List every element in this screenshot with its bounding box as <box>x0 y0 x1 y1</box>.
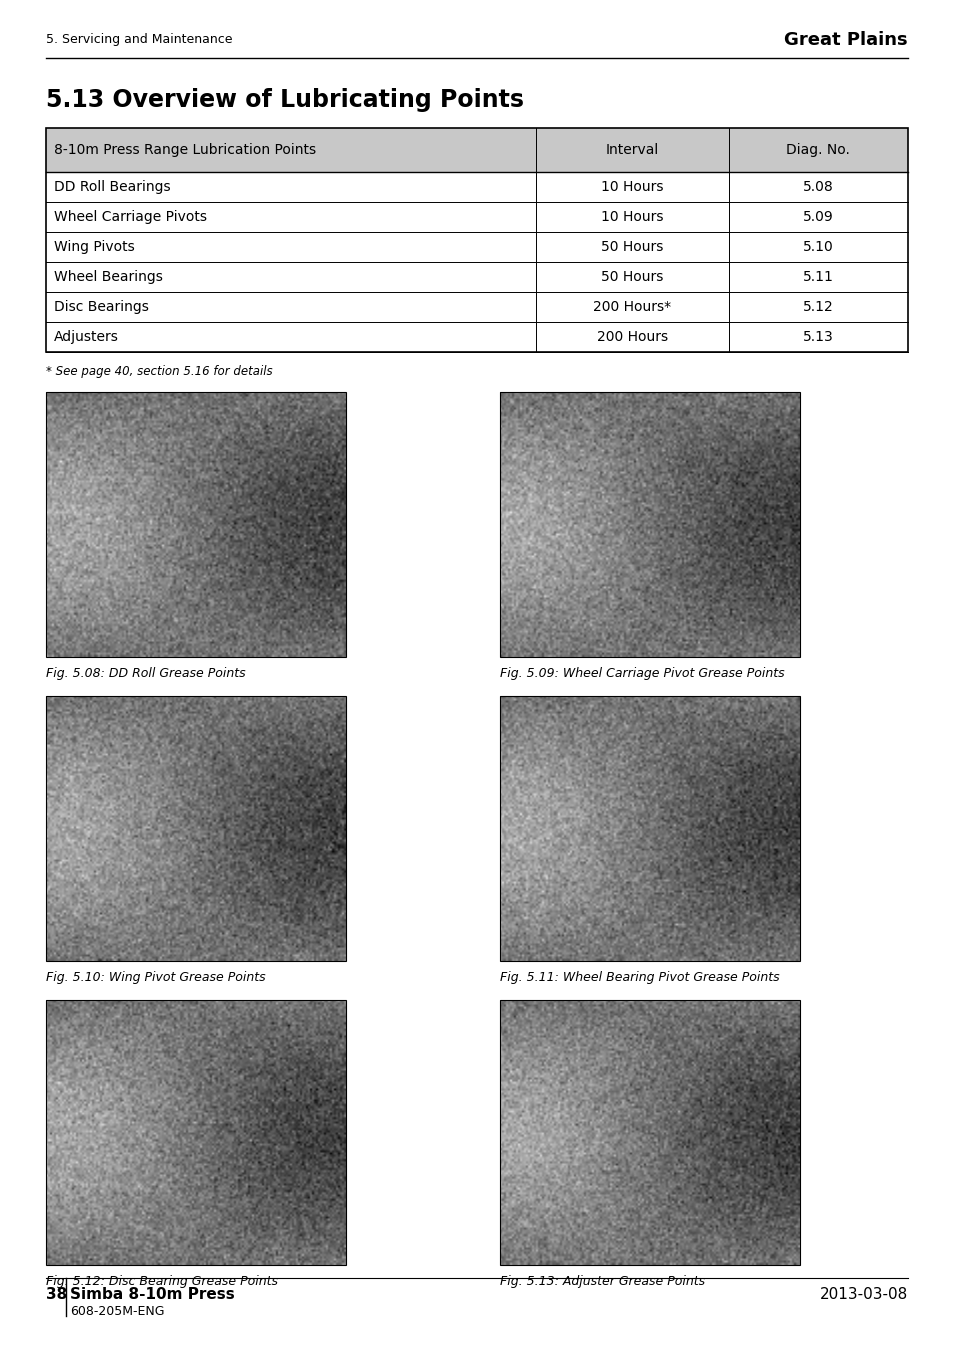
Text: Fig. 5.10: Wing Pivot Grease Points: Fig. 5.10: Wing Pivot Grease Points <box>46 971 265 984</box>
Text: 5.08: 5.08 <box>802 180 833 194</box>
Text: Wing Pivots: Wing Pivots <box>54 240 134 254</box>
Text: Great Plains: Great Plains <box>783 31 907 49</box>
Text: 5.10: 5.10 <box>802 240 833 254</box>
Text: 50 Hours: 50 Hours <box>600 270 662 284</box>
Bar <box>46 1000 346 1265</box>
Bar <box>46 128 907 352</box>
Text: 5. Servicing and Maintenance: 5. Servicing and Maintenance <box>46 34 233 46</box>
Text: 5.11: 5.11 <box>802 270 833 284</box>
Text: Fig. 5.12: Disc Bearing Grease Points: Fig. 5.12: Disc Bearing Grease Points <box>46 1274 277 1288</box>
Text: Fig. 5.08: DD Roll Grease Points: Fig. 5.08: DD Roll Grease Points <box>46 667 245 680</box>
Text: 608-205M-ENG: 608-205M-ENG <box>70 1305 164 1318</box>
Text: Interval: Interval <box>605 143 659 157</box>
Bar <box>499 392 800 657</box>
Text: 5.09: 5.09 <box>802 211 833 224</box>
Text: Fig. 5.09: Wheel Carriage Pivot Grease Points: Fig. 5.09: Wheel Carriage Pivot Grease P… <box>499 667 783 680</box>
Text: Diag. No.: Diag. No. <box>785 143 849 157</box>
Text: DD Roll Bearings: DD Roll Bearings <box>54 180 171 194</box>
Text: Fig. 5.11: Wheel Bearing Pivot Grease Points: Fig. 5.11: Wheel Bearing Pivot Grease Po… <box>499 971 779 984</box>
Text: 8-10m Press Range Lubrication Points: 8-10m Press Range Lubrication Points <box>54 143 315 157</box>
Bar <box>499 1000 800 1265</box>
Text: Wheel Carriage Pivots: Wheel Carriage Pivots <box>54 211 207 224</box>
Text: 38: 38 <box>46 1287 67 1301</box>
Text: 10 Hours: 10 Hours <box>600 180 662 194</box>
Text: 5.13: 5.13 <box>802 329 833 344</box>
Text: 10 Hours: 10 Hours <box>600 211 662 224</box>
Bar <box>46 392 346 657</box>
Text: Simba 8-10m Press: Simba 8-10m Press <box>70 1287 234 1301</box>
Text: 2013-03-08: 2013-03-08 <box>819 1287 907 1301</box>
Text: 5.13 Overview of Lubricating Points: 5.13 Overview of Lubricating Points <box>46 88 523 112</box>
Text: Wheel Bearings: Wheel Bearings <box>54 270 163 284</box>
Bar <box>46 128 907 171</box>
Bar <box>499 697 800 961</box>
Text: Fig. 5.13: Adjuster Grease Points: Fig. 5.13: Adjuster Grease Points <box>499 1274 704 1288</box>
Text: 50 Hours: 50 Hours <box>600 240 662 254</box>
Text: 5.12: 5.12 <box>802 300 833 315</box>
Text: 200 Hours: 200 Hours <box>596 329 667 344</box>
Bar <box>46 697 346 961</box>
Text: Disc Bearings: Disc Bearings <box>54 300 149 315</box>
Text: 200 Hours*: 200 Hours* <box>593 300 671 315</box>
Text: * See page 40, section 5.16 for details: * See page 40, section 5.16 for details <box>46 364 273 378</box>
Text: Adjusters: Adjusters <box>54 329 119 344</box>
